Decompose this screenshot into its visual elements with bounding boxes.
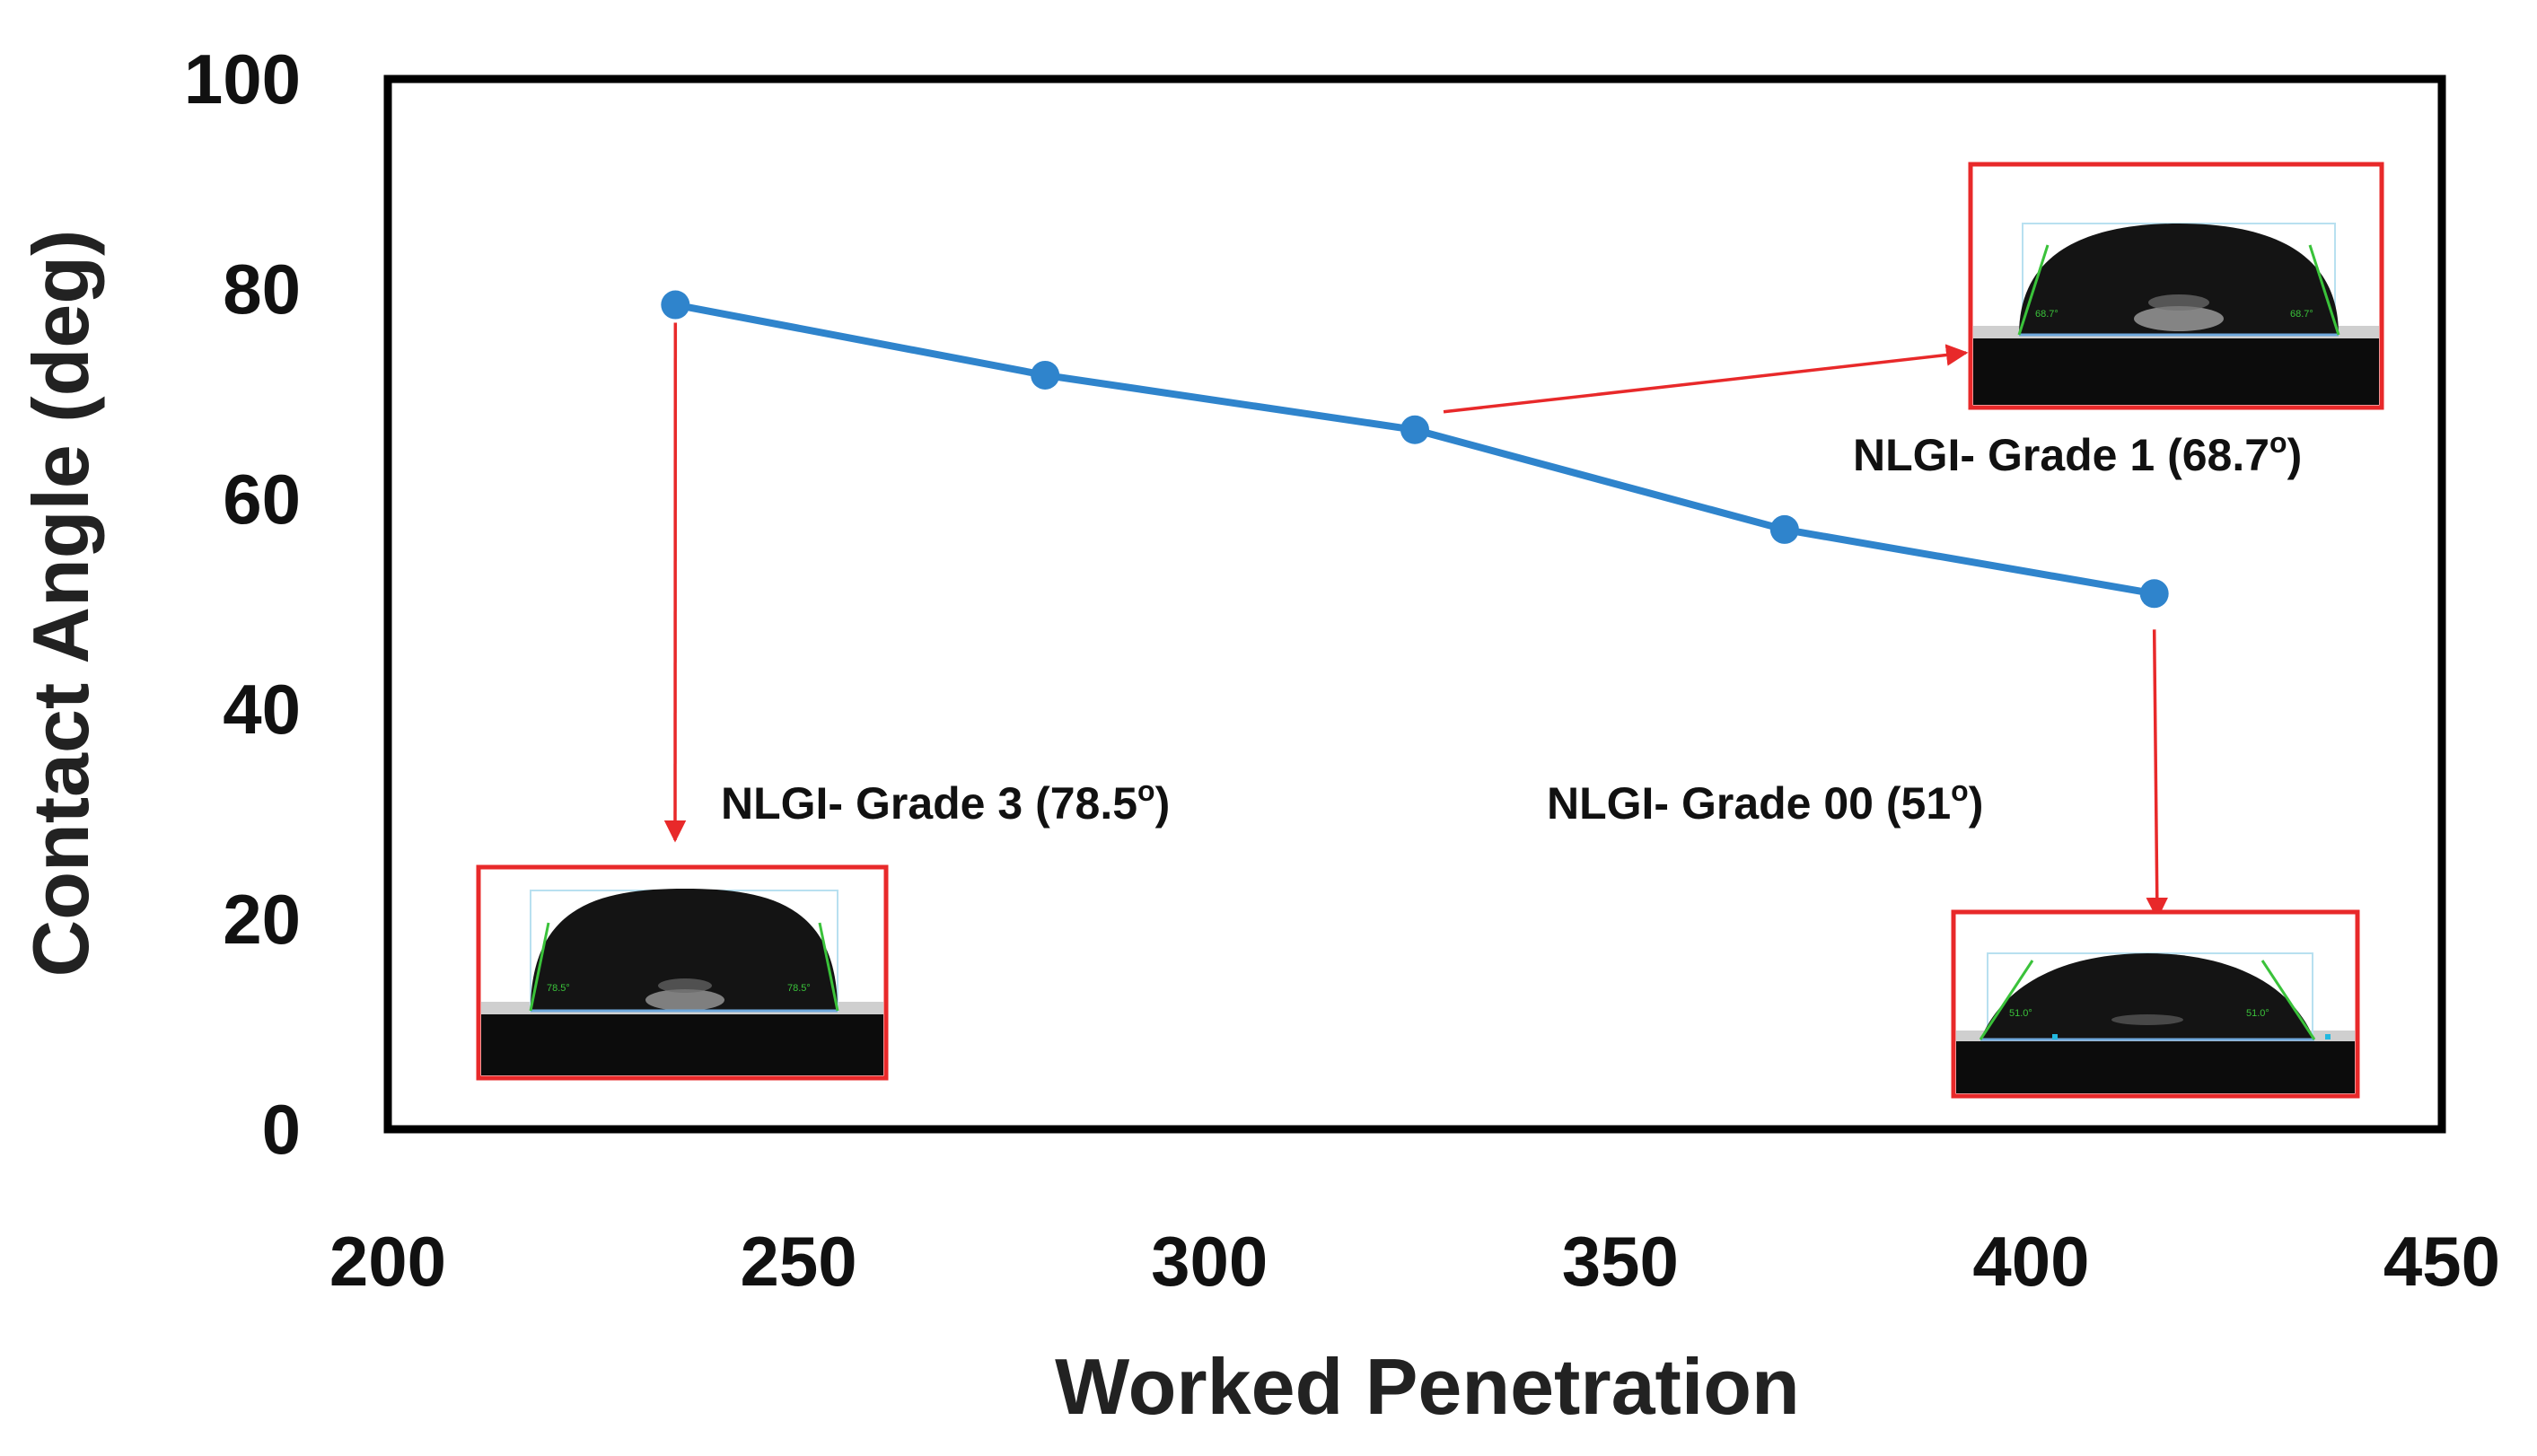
y-tick-label: 60	[223, 460, 301, 539]
x-axis-ticks: 200 250 300 350 400 450	[329, 1222, 2500, 1301]
x-tick-label: 450	[2383, 1222, 2500, 1301]
data-point	[1031, 360, 1060, 390]
x-tick-label: 300	[1151, 1222, 1268, 1301]
data-point	[1769, 514, 1799, 544]
droplet-image-grade00: 51.0° 51.0°	[1951, 909, 2360, 1099]
y-tick-label: 40	[223, 670, 301, 749]
annotation-label-grade3: NLGI- Grade 3 (78.5o)	[721, 775, 1170, 829]
data-point	[2139, 579, 2169, 609]
annotation-label-grade1: NLGI- Grade 1 (68.7o)	[1853, 426, 2302, 480]
x-tick-label: 250	[741, 1222, 857, 1301]
y-tick-label: 20	[223, 880, 301, 959]
svg-text:68.7°: 68.7°	[2035, 309, 2059, 320]
svg-text:78.5°: 78.5°	[787, 983, 811, 994]
svg-text:51.0°: 51.0°	[2009, 1008, 2032, 1019]
annotation-label-grade00: NLGI- Grade 00 (51o)	[1547, 775, 1983, 829]
y-tick-label: 0	[262, 1090, 301, 1169]
data-point	[1400, 415, 1429, 444]
x-tick-label: 200	[329, 1222, 446, 1301]
plot-frame	[383, 75, 2446, 1134]
svg-text:68.7°: 68.7°	[2290, 309, 2313, 320]
svg-text:51.0°: 51.0°	[2246, 1008, 2269, 1019]
annotation-arrows	[663, 322, 2169, 920]
series-points	[661, 290, 2169, 609]
arrow-grade00	[2146, 629, 2169, 920]
svg-text:78.5°: 78.5°	[547, 983, 570, 994]
droplet-image-grade3: 78.5° 78.5°	[476, 864, 889, 1081]
y-axis-ticks: 0 20 40 60 80 100	[184, 39, 301, 1169]
y-tick-label: 80	[223, 250, 301, 329]
y-axis-title: Contact Angle (deg)	[16, 230, 105, 978]
x-axis-title: Worked Penetration	[1055, 1342, 1800, 1431]
data-point	[661, 290, 690, 320]
x-tick-label: 400	[1972, 1222, 2089, 1301]
arrow-grade1	[1443, 344, 1969, 414]
droplet-image-grade1: 68.7° 68.7°	[1968, 162, 2384, 410]
x-tick-label: 350	[1562, 1222, 1679, 1301]
y-tick-label: 100	[184, 39, 301, 118]
